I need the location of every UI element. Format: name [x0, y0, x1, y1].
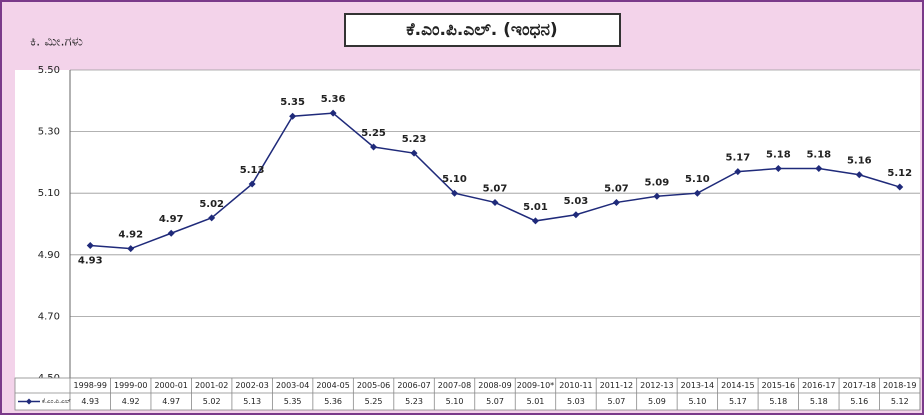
table-value: 5.23 [405, 397, 423, 406]
x-tick-label: 2006-07 [397, 381, 430, 390]
data-label: 5.02 [199, 199, 224, 210]
point [127, 245, 135, 253]
title-box [344, 13, 621, 47]
data-label: 5.09 [645, 177, 670, 188]
x-tick-label: 2007-08 [438, 381, 471, 390]
table-value: 5.36 [324, 397, 342, 406]
x-tick-label: 2000-01 [154, 381, 187, 390]
table-value: 5.35 [284, 397, 302, 406]
data-label: 4.97 [159, 214, 184, 225]
x-tick-label: 2016-17 [802, 381, 835, 390]
x-tick-label: 2017-18 [843, 381, 876, 390]
table-value: 5.07 [486, 397, 504, 406]
data-label: 5.13 [240, 165, 265, 176]
table-value: 5.13 [243, 397, 261, 406]
table-value: 5.01 [527, 397, 545, 406]
legend-label: ಕೆ.ಎಂ.ಪಿ.ಎಲ್ [42, 398, 71, 405]
data-label: 4.92 [118, 230, 143, 241]
point [572, 211, 580, 219]
point [693, 189, 701, 197]
y-tick-label: 5.10 [38, 188, 60, 199]
x-tick-label: 2012-13 [640, 381, 673, 390]
data-label: 5.07 [604, 183, 629, 194]
point [167, 229, 175, 237]
x-tick-label: 2015-16 [762, 381, 795, 390]
point [86, 242, 94, 250]
data-label: 4.93 [78, 256, 103, 267]
x-tick-label: 2018-19 [883, 381, 916, 390]
y-tick-label: 4.70 [38, 311, 60, 322]
x-tick-label: 2003-04 [276, 381, 309, 390]
table [14, 377, 921, 411]
table-value: 4.92 [122, 397, 140, 406]
point [451, 189, 459, 197]
table-value: 4.93 [81, 397, 99, 406]
point [815, 165, 823, 173]
table-value: 5.10 [688, 397, 706, 406]
data-label: 5.07 [483, 183, 508, 194]
data-label: 5.23 [402, 134, 427, 145]
data-label: 5.12 [887, 168, 912, 179]
point [531, 217, 539, 225]
point [896, 183, 904, 191]
x-tick-label: 2008-09 [478, 381, 511, 390]
data-label: 5.18 [806, 150, 831, 161]
data-label: 5.36 [321, 94, 346, 105]
point [734, 168, 742, 176]
data-label: 5.35 [280, 97, 305, 108]
point [410, 149, 418, 157]
point [370, 143, 378, 151]
data-label: 5.10 [685, 174, 710, 185]
table-value: 5.16 [850, 397, 868, 406]
point [248, 180, 256, 188]
point [289, 112, 297, 120]
y-tick-label: 4.90 [38, 250, 60, 261]
data-label: 5.17 [726, 153, 751, 164]
point [329, 109, 337, 117]
x-tick-label: 2009-10* [517, 381, 554, 390]
table-value: 5.17 [729, 397, 747, 406]
y-axis-label: ಕಿ. ಮೀ.ಗಳು [30, 35, 83, 50]
plot-background [15, 70, 920, 410]
data-label: 5.01 [523, 202, 548, 213]
table-value: 5.10 [446, 397, 464, 406]
table-value: 5.09 [648, 397, 666, 406]
point [653, 192, 661, 200]
x-tick-label: 2013-14 [681, 381, 714, 390]
data-label: 5.16 [847, 156, 872, 167]
data-label: 5.25 [361, 128, 386, 139]
point [208, 214, 216, 222]
x-tick-label: 1999-00 [114, 381, 147, 390]
legend-marker [26, 398, 32, 405]
table-value: 5.18 [810, 397, 828, 406]
x-tick-label: 2011-12 [600, 381, 633, 390]
y-tick-label: 5.50 [38, 65, 60, 76]
data-label: 5.10 [442, 174, 467, 185]
table-value: 5.18 [769, 397, 787, 406]
x-tick-label: 2005-06 [357, 381, 390, 390]
point [612, 198, 620, 206]
point [491, 198, 499, 206]
table-value: 4.97 [162, 397, 180, 406]
x-tick-label: 2010-11 [559, 381, 592, 390]
x-tick-label: 2014-15 [721, 381, 754, 390]
table-value: 5.03 [567, 397, 585, 406]
x-tick-label: 2002-03 [235, 381, 268, 390]
point [774, 165, 782, 173]
y-tick-label: 5.30 [38, 127, 60, 138]
table-value: 5.25 [365, 397, 383, 406]
x-tick-label: 1998-99 [74, 381, 107, 390]
table-value: 5.02 [203, 397, 221, 406]
x-tick-label: 2001-02 [195, 381, 228, 390]
x-tick-label: 2004-05 [316, 381, 349, 390]
table-value: 5.07 [608, 397, 626, 406]
point [855, 171, 863, 179]
table-value: 5.12 [891, 397, 909, 406]
chart-title: ಕೆ.ಎಂ.ಪಿ.ಎಲ್. (ಇಂಧನ) [406, 20, 557, 40]
data-label: 5.18 [766, 150, 791, 161]
data-label: 5.03 [564, 196, 589, 207]
